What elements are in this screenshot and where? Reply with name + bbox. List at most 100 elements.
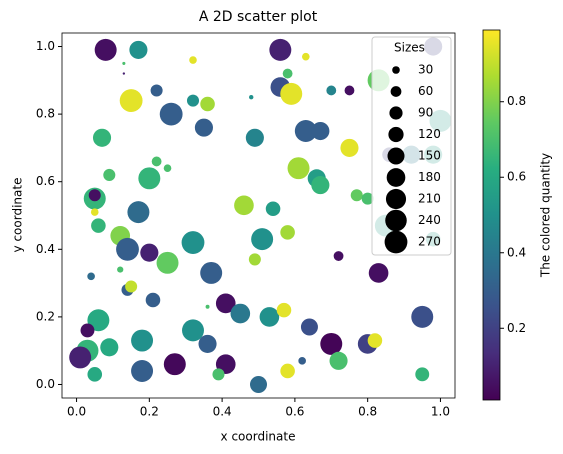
y-tick-label: 1.0: [36, 39, 55, 53]
point: [415, 367, 430, 382]
point: [159, 102, 183, 126]
point: [103, 168, 116, 181]
point: [138, 167, 161, 190]
point: [129, 40, 148, 59]
point: [94, 38, 117, 61]
point: [156, 251, 179, 274]
point: [367, 333, 383, 348]
point: [350, 189, 363, 202]
point: [100, 338, 119, 357]
point: [125, 280, 138, 293]
point: [91, 218, 106, 233]
legend-marker: [385, 188, 407, 210]
point: [200, 261, 223, 284]
point: [189, 56, 197, 64]
point: [200, 96, 215, 112]
point: [215, 293, 236, 314]
point: [311, 121, 330, 141]
point: [287, 157, 310, 180]
x-tick-label: 0.2: [140, 405, 159, 419]
colorbar-label: The colored quantity: [539, 153, 553, 278]
point: [340, 138, 359, 157]
colorbar-tick-label: 0.2: [507, 321, 526, 335]
y-axis-label: y coordinate: [11, 178, 25, 253]
point: [326, 85, 337, 96]
point: [140, 243, 159, 262]
legend-label: 150: [418, 149, 441, 163]
x-tick-label: 1.0: [431, 405, 450, 419]
point: [265, 201, 281, 217]
point: [194, 118, 213, 137]
point: [163, 353, 186, 376]
point: [248, 253, 261, 266]
legend-label: 90: [418, 106, 433, 120]
chart-title: A 2D scatter plot: [199, 9, 318, 25]
point: [280, 363, 295, 379]
point: [300, 318, 318, 336]
y-tick-label: 0.4: [36, 242, 55, 256]
point: [131, 329, 154, 352]
point: [280, 225, 295, 240]
point: [87, 367, 103, 382]
legend-marker: [389, 106, 403, 120]
legend-label: 120: [418, 127, 441, 141]
point: [269, 38, 292, 61]
point: [230, 303, 251, 324]
point: [87, 272, 95, 281]
point: [116, 237, 139, 261]
colorbar-tick-label: 0.6: [507, 170, 526, 184]
point: [122, 61, 126, 65]
point: [163, 164, 172, 172]
point: [298, 357, 306, 365]
point: [127, 201, 150, 224]
point: [311, 176, 330, 195]
point: [181, 231, 205, 254]
point: [80, 323, 95, 338]
point: [122, 72, 126, 75]
point: [119, 89, 143, 113]
point: [411, 305, 434, 328]
legend-marker: [392, 66, 400, 74]
legend-label: 180: [418, 170, 441, 184]
point: [131, 359, 154, 382]
legend-label: 240: [418, 213, 441, 227]
y-tick-label: 0.8: [36, 107, 55, 121]
x-tick-label: 0.6: [285, 405, 304, 419]
point: [92, 128, 112, 147]
colorbar: [482, 29, 501, 401]
legend-label: 30: [418, 63, 433, 77]
y-tick-label: 0.2: [36, 309, 55, 323]
axes-frame: [61, 32, 456, 399]
point: [368, 263, 389, 283]
legend-marker: [384, 230, 408, 254]
y-tick-label: 0.0: [36, 377, 55, 391]
point: [245, 128, 264, 147]
point: [259, 307, 280, 327]
point: [282, 68, 293, 79]
point: [182, 319, 204, 342]
point: [151, 156, 162, 167]
point: [320, 332, 343, 355]
y-tick-label: 0.6: [36, 174, 55, 188]
point: [249, 95, 254, 100]
point: [186, 94, 200, 107]
point: [249, 375, 268, 393]
legend-marker: [390, 86, 402, 97]
point: [294, 120, 317, 142]
legend-title: Sizes: [394, 41, 425, 55]
legend-label: 60: [418, 84, 433, 98]
point: [212, 368, 225, 381]
point: [145, 292, 161, 308]
legend-marker: [385, 209, 407, 232]
legend-marker: [388, 126, 404, 143]
point: [251, 228, 274, 251]
x-axis-label: x coordinate: [221, 430, 296, 444]
colorbar-tick-label: 0.8: [507, 94, 526, 108]
point: [329, 351, 348, 370]
point: [198, 334, 217, 353]
point: [117, 266, 124, 273]
colorbar-tick-label: 0.4: [507, 245, 526, 259]
point: [69, 346, 92, 369]
point: [87, 309, 110, 332]
